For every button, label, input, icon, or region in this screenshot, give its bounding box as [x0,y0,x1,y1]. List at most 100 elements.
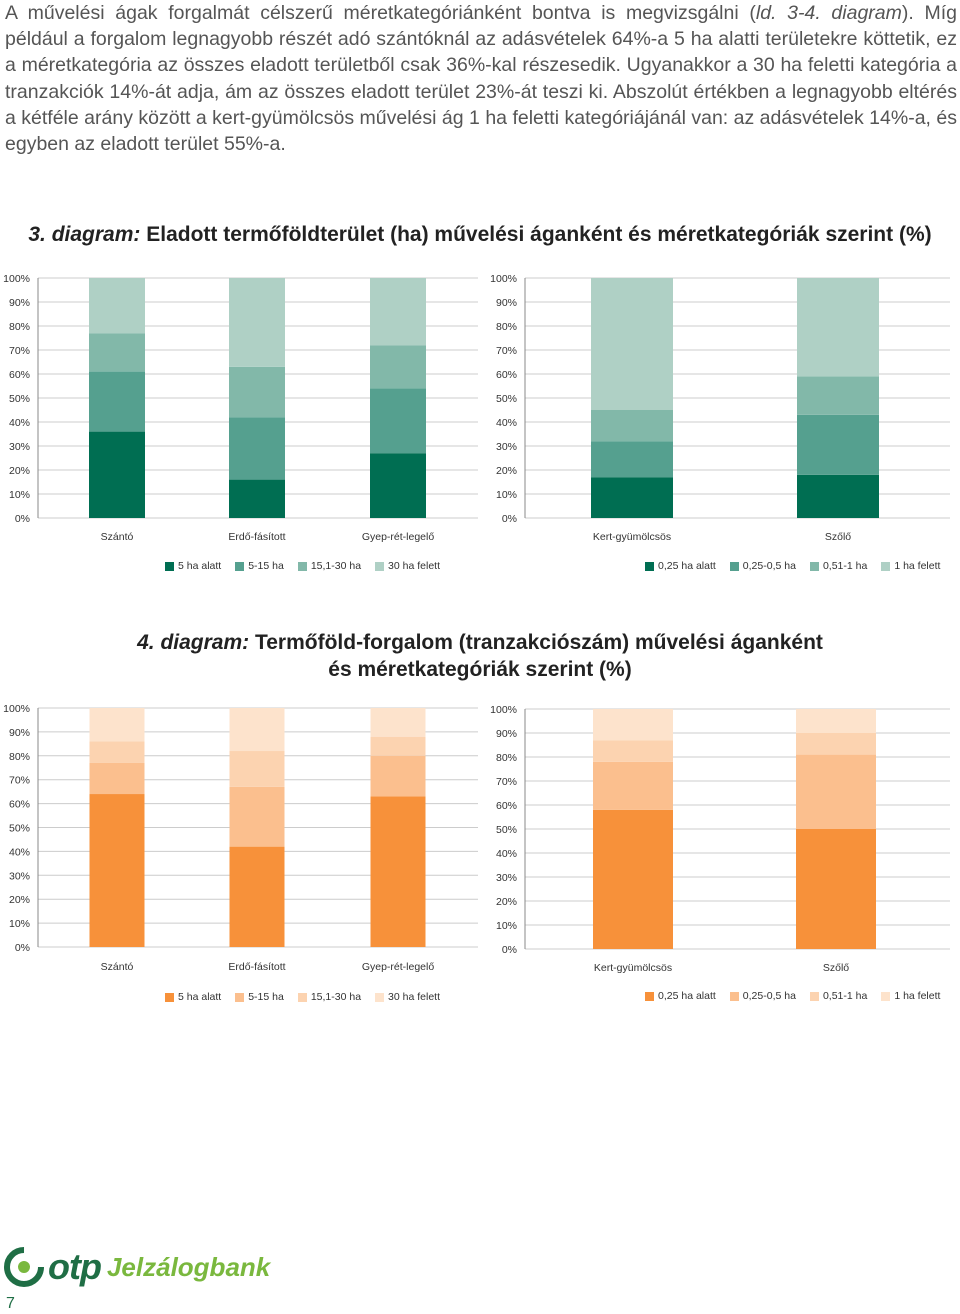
diagram-4-title: 4. diagram: Termőföld-forgalom (tranzakc… [0,629,960,683]
bar-segment [370,345,426,389]
bar-segment [229,278,285,367]
bar-segment [89,371,145,432]
x-category-label: Szőlő [823,962,849,974]
y-tick-label: 30% [496,441,517,453]
y-tick-label: 10% [496,489,517,501]
bar-segment [593,709,673,741]
y-tick-label: 60% [496,800,517,812]
legend-swatch [881,561,891,571]
bar-segment [370,755,426,797]
y-tick-label: 40% [9,846,30,858]
y-tick-label: 60% [9,369,30,381]
bar-segment [591,410,673,442]
bar-segment [796,754,876,829]
bar-segment [591,441,673,478]
chart-3-land-right: 0% 10% 20% 30% 40% 50% 60% 70% 80% 90% 100% Kert-gy… [490,273,950,543]
legend-swatch [375,561,385,571]
chart-3-land-left: 0% 10% 20% 30% 40% 50% 60% 70% 80% 90% 100% Szántó E… [3,273,478,543]
otp-swirl-icon [4,1247,44,1287]
legend-item: 0,25 ha alatt [645,990,716,1002]
y-tick-label: 90% [9,727,30,739]
bar-segment [796,829,876,949]
legend-swatch [165,992,174,1002]
legend-label: 0,25-0,5 ha [742,560,796,572]
legend-item: 15,1-30 ha [297,991,362,1003]
y-tick-label: 100% [3,703,30,715]
x-category-label: Szántó [101,961,134,973]
bar-segment [229,786,285,847]
y-tick-label: 70% [496,345,517,357]
legend-4-left: 5 ha alatt 5-15 ha 15,1-30 ha 30 ha felett [165,991,454,1003]
y-tick-label: 80% [496,752,517,764]
bar-segment [229,479,285,518]
legend-item: 0,51-1 ha [809,560,868,572]
logo-brand-text: otp [48,1246,102,1287]
legend-label: 0,51-1 ha [822,560,868,572]
legend-label: 1 ha felett [894,560,941,572]
legend-label: 15,1-30 ha [310,991,362,1003]
y-tick-label: 100% [490,273,517,285]
y-tick-label: 80% [9,751,30,763]
y-tick-label: 60% [9,799,30,811]
y-tick-label: 10% [9,489,30,501]
y-tick-label: 20% [496,465,517,477]
bar-segment [370,388,426,454]
legend-3-left: 5 ha alatt 5-15 ha 15,1-30 ha 30 ha felett [165,560,454,572]
bar-segment [593,761,673,810]
legend-4-right: 0,25 ha alatt 0,25-0,5 ha 0,51-1 ha 1 ha fe… [645,990,954,1002]
y-tick-label: 0% [502,944,517,956]
page-number: 7 [6,1295,15,1312]
y-tick-label: 30% [9,870,30,882]
y-tick-label: 50% [9,823,30,835]
legend-label: 0,25 ha alatt [658,560,716,572]
legend-swatch [165,561,174,571]
legend-label: 5-15 ha [248,560,284,572]
bar-segment [797,278,879,377]
intro-paragraph: A művelési ágak forgalmát célszerű méret… [5,0,957,157]
x-category-label: Erdő-fásított [228,961,285,973]
x-category-label: Szőlő [825,531,851,543]
chart-4-transactions-right: 0% 10% 20% 30% 40% 50% 60% 70% 80% 90% 100% Kert-gy… [490,704,950,974]
bar-segment [796,709,876,733]
y-tick-label: 50% [496,393,517,405]
bar-segment [370,278,426,346]
legend-item: 0,25-0,5 ha [729,560,796,572]
bar-segment [370,796,426,947]
y-tick-label: 70% [496,776,517,788]
diagram-4-title-line2: és méretkategóriák szerint (%) [328,658,632,681]
y-tick-label: 10% [9,918,30,930]
y-tick-label: 40% [496,848,517,860]
y-tick-label: 20% [9,894,30,906]
legend-swatch [297,561,307,571]
legend-swatch [809,561,819,571]
y-tick-label: 40% [9,417,30,429]
intro-diagram-reference: ld. 3-4. diagram [755,2,902,24]
y-tick-label: 60% [496,369,517,381]
legend-swatch [235,561,245,571]
legend-3-right: 0,25 ha alatt 0,25-0,5 ha 0,51-1 ha 1 ha fe… [645,560,954,572]
legend-item: 5-15 ha [235,991,284,1003]
legend-label: 0,25 ha alatt [658,990,716,1002]
y-tick-label: 50% [496,824,517,836]
y-tick-label: 0% [502,513,517,525]
diagram-3-title: 3. diagram: Eladott termőföldterület (ha… [0,221,960,248]
legend-label: 30 ha felett [388,991,441,1003]
y-tick-label: 80% [9,321,30,333]
y-tick-label: 90% [496,297,517,309]
y-tick-label: 70% [9,345,30,357]
legend-item: 5-15 ha [235,560,284,572]
legend-item: 5 ha alatt [165,560,221,572]
x-category-label: Erdő-fásított [228,531,285,543]
bar-segment [89,741,145,763]
bar-segment [370,708,426,737]
diagram-3-number: 3. diagram: [28,223,141,246]
bar-segment [591,278,673,410]
y-tick-label: 90% [9,297,30,309]
legend-item: 0,25 ha alatt [645,560,716,572]
legend-item: 1 ha felett [881,990,940,1002]
intro-text-start: A művelési ágak forgalmát célszerű méret… [5,2,756,24]
y-tick-label: 80% [496,321,517,333]
bar-segment [591,477,673,518]
bar-segment [229,751,285,787]
y-tick-label: 70% [9,775,30,787]
